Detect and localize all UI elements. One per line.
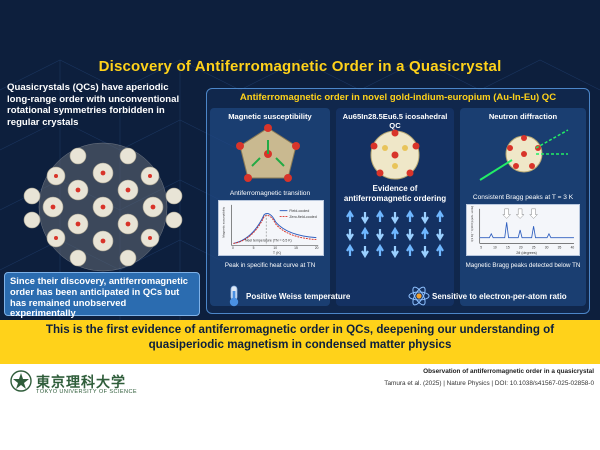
spin-arrow bbox=[361, 226, 369, 239]
spin-arrangement bbox=[346, 209, 444, 259]
x-tick-label: 35 bbox=[558, 245, 562, 249]
spin-arrow bbox=[361, 212, 369, 225]
neutron-diffraction-chart: I(3 K) − I(30 K) (arb. units) 5 10 15 20 25 3… bbox=[466, 204, 580, 256]
weiss-label: Positive Weiss temperature bbox=[246, 292, 351, 301]
spin-arrow bbox=[346, 209, 354, 222]
spin-arrow bbox=[436, 229, 444, 242]
spin-arrow bbox=[391, 246, 399, 259]
conclusion-text: This is the first evidence of antiferrom… bbox=[45, 323, 555, 351]
peak-arrows bbox=[502, 208, 538, 219]
spin-arrow bbox=[406, 209, 414, 222]
x-tick-label: 15 bbox=[294, 246, 298, 250]
x-tick-label: 30 bbox=[545, 245, 549, 249]
x-tick-label: 20 bbox=[315, 246, 319, 250]
intro-text: Quasicrystals (QCs) have aperiodic long-… bbox=[7, 82, 180, 128]
university-logo: 東京理科大学 bbox=[36, 375, 126, 391]
neutron-diffraction-illustration bbox=[479, 129, 569, 181]
paper-title: Observation of antiferromagnetic order i… bbox=[423, 368, 594, 375]
spin-arrow bbox=[436, 243, 444, 256]
spin-arrow bbox=[391, 226, 399, 239]
quasicrystal-cluster-illustration bbox=[23, 142, 183, 272]
spin-arrow bbox=[436, 209, 444, 222]
x-tick-label: 15 bbox=[506, 245, 510, 249]
diffraction-curve bbox=[479, 222, 574, 239]
x-tick-label: 5 bbox=[253, 246, 255, 250]
spin-arrow bbox=[376, 209, 384, 222]
spin-arrow bbox=[421, 212, 429, 225]
atom-icon bbox=[408, 286, 430, 306]
university-emblem-icon bbox=[10, 370, 32, 392]
spin-arrow bbox=[406, 229, 414, 242]
magnetic-cluster-illustration bbox=[236, 124, 300, 182]
field-cooled-curve bbox=[233, 213, 317, 244]
spin-arrow bbox=[421, 226, 429, 239]
x-axis-label: 2θ (degrees) bbox=[516, 251, 537, 255]
neutron-heading: Neutron diffraction bbox=[488, 112, 558, 121]
icosahedral-qc-illustration bbox=[370, 129, 420, 180]
qc-heading: Au65In28.5Eu6.5 icosahedral QC bbox=[342, 112, 448, 130]
x-tick-label: 0 bbox=[232, 246, 234, 250]
x-tick-label: 10 bbox=[493, 245, 497, 249]
x-tick-label: 40 bbox=[571, 245, 575, 249]
susceptibility-heading: Magnetic susceptibility bbox=[228, 112, 312, 121]
spin-arrow bbox=[406, 243, 414, 256]
y-axis-label: Magnetic susceptibility bbox=[222, 206, 226, 237]
panel-title: Antiferromagnetic order in novel gold-in… bbox=[239, 92, 557, 103]
x-tick-label: 20 bbox=[519, 245, 523, 249]
afm-transition-label: Antiferromagnetic transition bbox=[229, 190, 311, 197]
neel-label: Néel temperature (TN = 6.5 K) bbox=[245, 239, 292, 243]
fc-legend: Field-cooled bbox=[289, 209, 309, 213]
paper-reference: Tamura et al. (2025) | Nature Physics | … bbox=[384, 380, 594, 387]
x-tick-label: 5 bbox=[480, 245, 482, 249]
spin-arrow bbox=[346, 229, 354, 242]
since-discovery-note: Since their discovery, antiferromagnetic… bbox=[4, 272, 200, 318]
spin-arrow bbox=[376, 243, 384, 256]
thermometer-icon bbox=[229, 285, 239, 307]
y-axis-label: I(3 K) − I(30 K) (arb. units) bbox=[470, 206, 474, 242]
x-tick-labels: 0 5 10 15 20 bbox=[232, 246, 319, 250]
electron-ratio-label: Sensitive to electron-per-atom ratio bbox=[432, 292, 567, 301]
magnetic-bragg-caption: Magnetic Bragg peaks detected below TN bbox=[465, 262, 581, 269]
conclusion-banner bbox=[0, 320, 600, 364]
evidence-label: Evidence of antiferromagnetic ordering bbox=[343, 184, 447, 203]
specific-heat-caption: Peak in specific heat curve at TN bbox=[224, 262, 316, 269]
x-tick-label: 25 bbox=[532, 245, 536, 249]
susceptibility-chart: Field-cooled Zero-field-cooled Néel temp… bbox=[218, 200, 324, 256]
x-axis-label: T (K) bbox=[273, 251, 281, 255]
spin-arrow bbox=[421, 246, 429, 259]
spin-arrow bbox=[391, 212, 399, 225]
university-name: TOKYO UNIVERSITY OF SCIENCE bbox=[36, 389, 138, 395]
spin-arrow bbox=[346, 243, 354, 256]
x-tick-labels: 5 10 15 20 25 30 35 40 bbox=[480, 245, 574, 249]
poster-title: Discovery of Antiferromagnetic Order in … bbox=[98, 58, 502, 75]
spin-arrow bbox=[376, 229, 384, 242]
zfc-legend: Zero-field-cooled bbox=[289, 215, 316, 219]
bragg-peaks-label: Consistent Bragg peaks at T = 3 K bbox=[472, 194, 574, 201]
x-tick-label: 10 bbox=[273, 246, 277, 250]
spin-arrow bbox=[361, 246, 369, 259]
